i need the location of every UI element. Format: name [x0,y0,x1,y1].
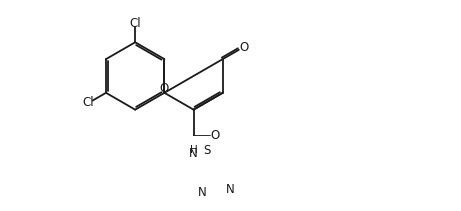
Text: H: H [189,145,197,155]
Text: N: N [225,183,234,196]
Text: S: S [203,144,211,157]
Text: O: O [239,41,248,54]
Text: O: O [211,130,220,142]
Text: O: O [160,82,169,95]
Text: N: N [198,186,207,199]
Text: N: N [189,147,198,160]
Text: Cl: Cl [130,17,141,30]
Text: Cl: Cl [82,96,94,109]
